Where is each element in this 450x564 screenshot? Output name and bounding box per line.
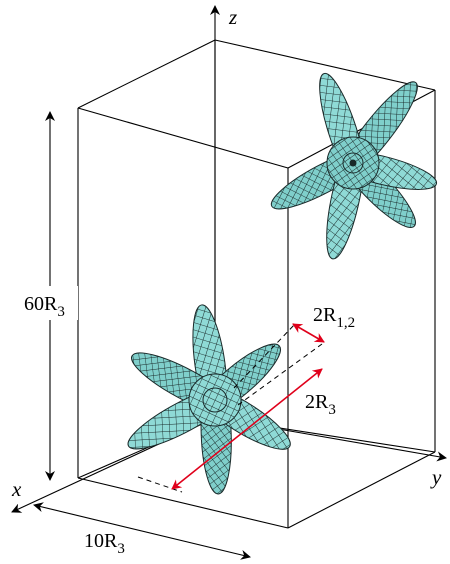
arm-radius-label: 2R1,2 (313, 304, 355, 331)
y-axis-label: y (430, 465, 442, 489)
star-particle-upper (270, 72, 438, 260)
z-axis-label: z (228, 5, 237, 29)
arm-length-arrow (171, 368, 323, 490)
arm-radius-arrow (292, 323, 325, 343)
x-axis-label: x (11, 477, 22, 501)
width-dimension-arrow (33, 502, 251, 560)
width-dimension-label: 10R3 (84, 530, 125, 557)
height-dimension-label: 60R3 (24, 293, 65, 320)
arm-length-label: 2R3 (305, 391, 336, 418)
star-particle-lower (127, 304, 291, 495)
